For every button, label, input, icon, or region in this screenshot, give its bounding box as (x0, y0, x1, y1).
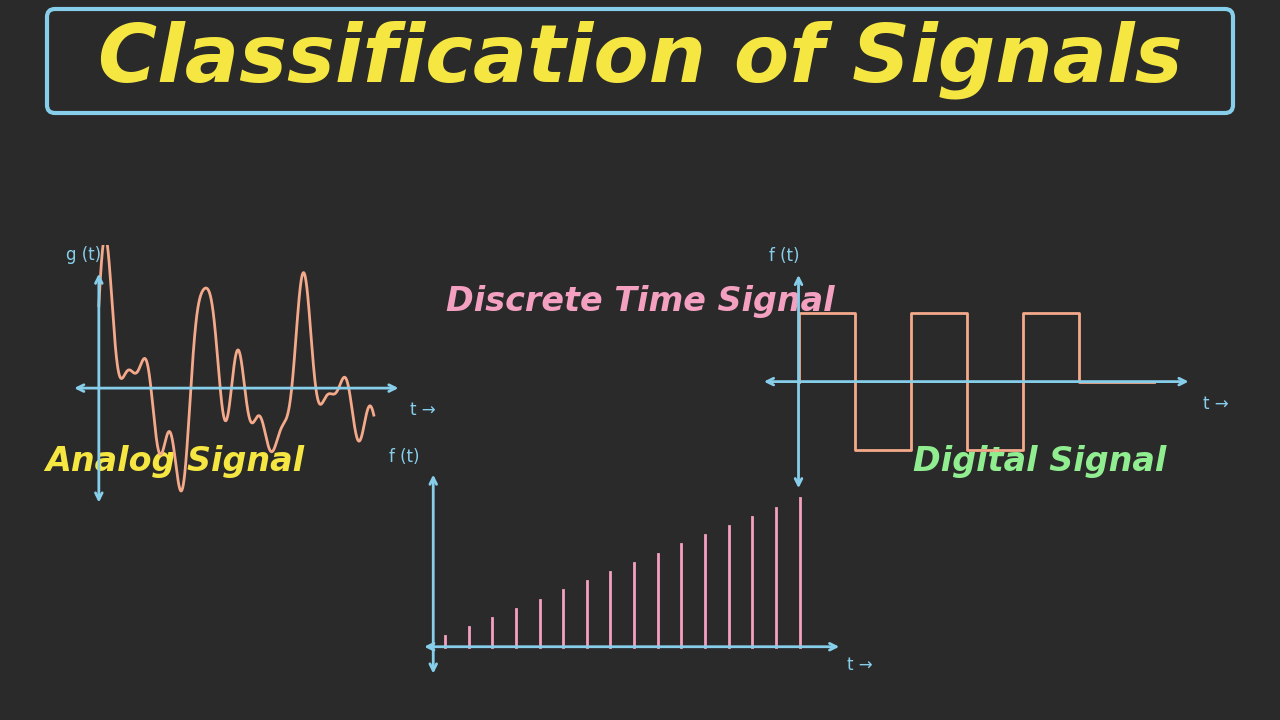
Text: g (t): g (t) (65, 246, 101, 264)
Text: Digital Signal: Digital Signal (914, 446, 1166, 479)
Text: f (t): f (t) (389, 448, 419, 466)
Text: t →: t → (410, 401, 435, 419)
Text: f (t): f (t) (768, 247, 799, 265)
Text: Analog Signal: Analog Signal (45, 446, 305, 479)
Text: t →: t → (847, 656, 873, 674)
Text: Classification of Signals: Classification of Signals (97, 21, 1183, 99)
Text: Discrete Time Signal: Discrete Time Signal (445, 286, 835, 318)
Text: t →: t → (1203, 395, 1229, 413)
